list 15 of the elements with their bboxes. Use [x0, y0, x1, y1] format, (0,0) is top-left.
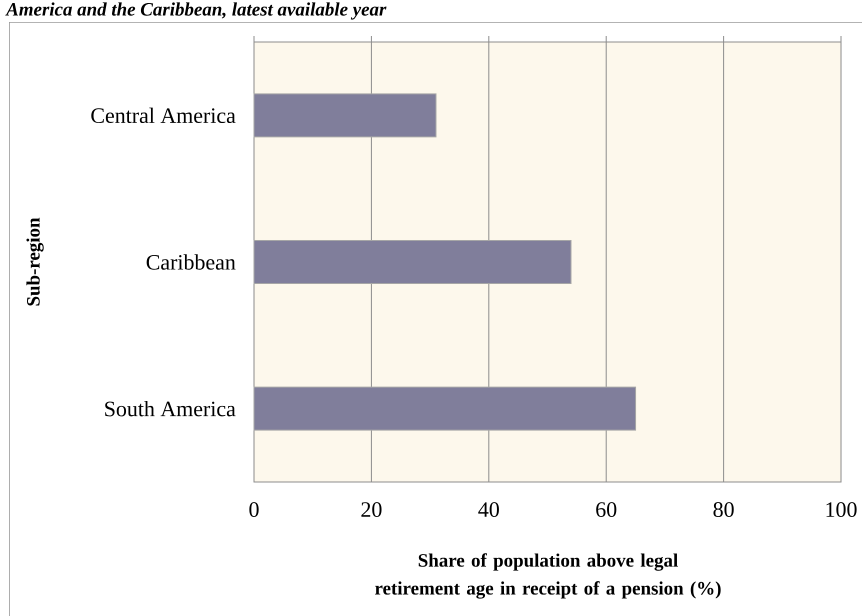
bar: [254, 93, 436, 138]
chart-title: America and the Caribbean, latest available year: [5, 2, 386, 20]
x-tick-label: 60: [596, 502, 616, 517]
bar: [254, 386, 636, 431]
x-tick-label: 100: [826, 502, 857, 517]
y-tick-label: South America: [105, 400, 236, 416]
bar: [254, 240, 572, 284]
x-tick-label: 0: [249, 502, 259, 517]
x-tick-label: 40: [478, 502, 499, 517]
x-axis-title: Share of population above legal retirement age in receipt of a pension (%): [375, 553, 721, 599]
y-tick-label: Central America: [91, 108, 236, 124]
y-tick-label: Caribbean: [146, 254, 236, 270]
x-tick-label: 80: [713, 502, 734, 517]
y-axis-title: Sub-region: [26, 218, 44, 306]
x-tick-label: 20: [361, 502, 382, 517]
